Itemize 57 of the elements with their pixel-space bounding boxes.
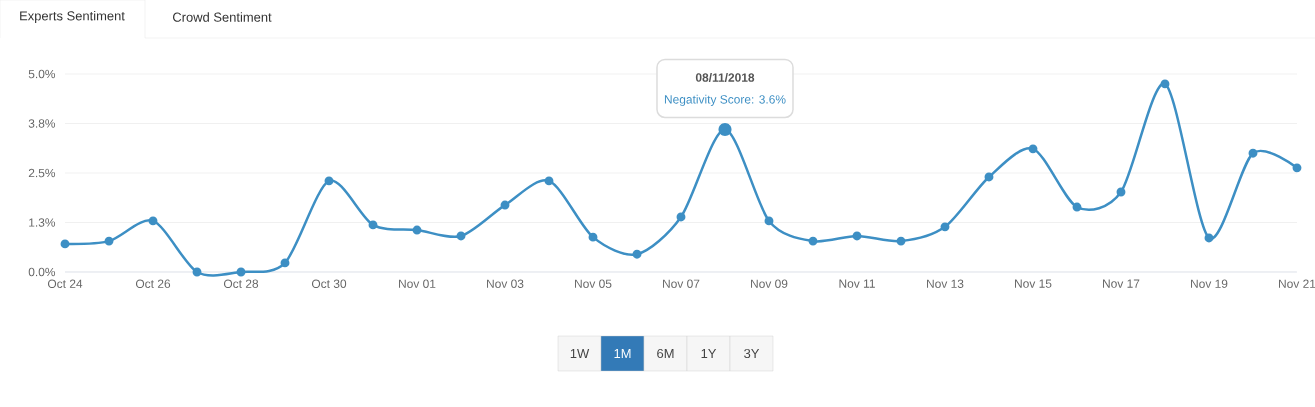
x-tick-label: Oct 30 (311, 279, 347, 288)
x-tick-label: Nov 01 (399, 279, 436, 288)
point (852, 231, 862, 241)
x-tick-label: Nov 15 (1015, 279, 1052, 288)
point (632, 249, 642, 259)
point (192, 267, 202, 277)
point (1204, 233, 1214, 243)
x-tick-label: Nov 11 (839, 279, 875, 288)
y-tick-label: 0.0% (28, 267, 56, 277)
x-tick-label: Nov 21 (1279, 279, 1315, 288)
point (808, 236, 818, 246)
x-tick-label: Nov 09 (751, 279, 788, 288)
point (324, 176, 334, 186)
text: 1W (570, 349, 590, 358)
point (500, 200, 510, 210)
point (588, 232, 598, 242)
point (1072, 202, 1082, 212)
point (940, 222, 950, 232)
point (236, 267, 246, 277)
point (104, 236, 114, 246)
point (412, 225, 422, 235)
point (368, 220, 378, 230)
y-tick-label: 5.0% (28, 69, 56, 79)
point (148, 216, 158, 226)
point (764, 216, 774, 226)
y-tick-label: 3.8% (28, 119, 56, 128)
x-tick-label: Nov 03 (487, 279, 524, 288)
text: 6M (657, 348, 674, 359)
x-tick-label: Oct 28 (223, 279, 259, 288)
x-tick-label: Nov 13 (927, 279, 964, 288)
text: Experts Sentiment (20, 10, 125, 24)
point (1160, 79, 1170, 89)
point (1116, 187, 1126, 197)
text: Crowd Sentiment (173, 12, 272, 22)
x-tick-label: Oct 24 (47, 279, 83, 288)
point (984, 172, 994, 182)
x-tick-label: Nov 17 (1103, 279, 1140, 288)
point (280, 258, 290, 268)
point (676, 212, 686, 222)
point (60, 239, 70, 249)
text: 3Y (744, 348, 760, 359)
point (1292, 163, 1302, 173)
point (1248, 148, 1258, 158)
point (544, 176, 554, 186)
point (456, 231, 466, 241)
annotation: 08/11/2018 (695, 72, 755, 82)
text: 1M (614, 349, 631, 358)
annotation: Negativity Score: 3.6% (664, 94, 786, 107)
x-tick-label: Nov 05 (575, 279, 612, 288)
x-tick-label: Nov 19 (1191, 279, 1228, 288)
point (896, 236, 906, 246)
y-tick-label: 2.5% (28, 168, 56, 178)
x-tick-label: Oct 26 (135, 279, 171, 288)
text: 1Y (701, 349, 717, 358)
x-tick-label: Nov 07 (663, 279, 700, 288)
point (1028, 144, 1038, 154)
y-tick-label: 1.3% (29, 218, 56, 227)
